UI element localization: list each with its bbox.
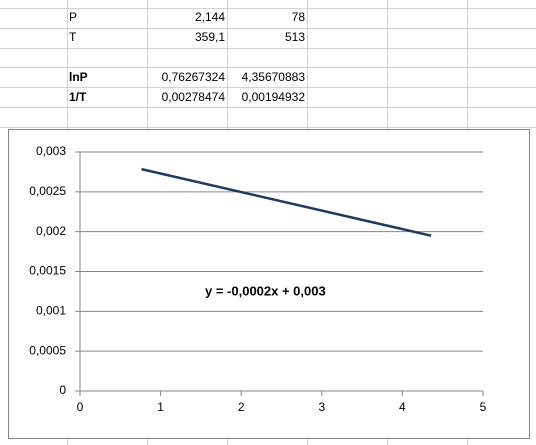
cell-value: 78 [292, 10, 306, 24]
x-tick-label: 5 [480, 400, 487, 414]
trendline-equation: y = -0,0002x + 0,003 [205, 283, 326, 298]
y-tick-label: 0 [59, 383, 66, 397]
x-tick-label: 3 [318, 400, 325, 414]
row-label: 1/T [69, 90, 87, 104]
y-tick-label: 0,003 [36, 144, 66, 158]
cell-value: 0,76267324 [162, 70, 226, 84]
cell-value: 2,144 [195, 10, 225, 24]
cell-value: 4,35670883 [242, 70, 306, 84]
x-tick-label: 4 [399, 400, 406, 414]
x-tick-label: 2 [238, 400, 245, 414]
y-tick-label: 0,0015 [29, 264, 66, 278]
x-tick-label: 0 [77, 400, 84, 414]
y-tick-label: 0,0025 [29, 184, 66, 198]
chart-area [8, 129, 530, 439]
cell-value: 359,1 [195, 30, 225, 44]
y-tick-label: 0,0005 [29, 343, 66, 357]
row-label: T [69, 30, 77, 44]
chart: 0 0,0005 0,001 0,0015 0,002 0,0025 0,003 0 1 2 3 4 5… [29, 144, 486, 414]
cells: P 2,144 78 T 359,1 513 lnP 0,76267324 4,35670883… [69, 10, 305, 104]
row-label: P [69, 10, 77, 24]
cell-value: 0,00194932 [242, 90, 306, 104]
y-tick-label: 0,001 [36, 304, 66, 318]
data-line [141, 167, 432, 237]
x-tick-label: 1 [157, 400, 164, 414]
cell-value: 513 [285, 30, 305, 44]
cell-value: 0,00278474 [162, 90, 226, 104]
y-tick-label: 0,002 [36, 224, 66, 238]
row-label: lnP [69, 70, 88, 84]
